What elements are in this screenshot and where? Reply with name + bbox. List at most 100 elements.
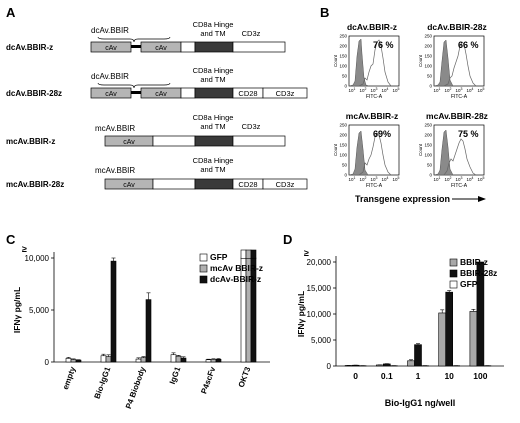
y-axis-label: IFNγ pg/mL	[296, 291, 306, 337]
y-tick-label: 0	[45, 358, 50, 367]
histogram-y-tick: 100	[339, 153, 347, 158]
bar-dcav-bbir-z	[215, 358, 222, 363]
histogram-x-tick: 101	[434, 87, 441, 93]
histogram-y-tick: 50	[427, 74, 433, 79]
bar-gfp	[205, 359, 212, 363]
mcav-bbir-label-4: mcAv.BBIR	[95, 166, 135, 175]
histogram-percent: 66 %	[458, 40, 479, 50]
linker-1	[131, 45, 141, 48]
histogram-y-tick: 50	[427, 163, 433, 168]
cd8a-block-3	[194, 135, 234, 147]
legend-swatch	[199, 253, 208, 262]
histogram-transgene-peak	[443, 41, 477, 87]
spacer-block-2	[180, 87, 196, 99]
cd8a-block-4	[194, 178, 234, 190]
bar-gfp	[65, 358, 72, 363]
histogram-title: dcAv.BBIR-28z	[427, 22, 487, 32]
histogram-x-tick: 102	[360, 87, 367, 93]
cd3z-label-1: CD3z	[242, 29, 261, 38]
legend-swatch	[199, 264, 208, 273]
y-top-marker: ≥	[22, 244, 27, 254]
bar-gfp	[135, 358, 142, 363]
histogram-title: mcAv.BBIR-28z	[426, 111, 488, 121]
construct-row-3: mcAv.BBIR-z mcAv.BBIR cAv CD8a Hinge and…	[6, 113, 286, 147]
panel-c: C 0 5,000 10,000≥ IFNγ pg/mL empty Bio-IgG1 P4…	[6, 232, 270, 410]
histogram-title: mcAv.BBIR-z	[346, 111, 398, 121]
histogram-control-peak	[433, 129, 454, 176]
construct-row-1: dcAv.BBIR-z dcAv.BBIR cAv cAv CD8a Hinge…	[6, 20, 286, 53]
bar-mcav-bbir-z	[175, 355, 182, 363]
histogram-y-tick: 250	[339, 123, 347, 128]
histogram-x-tick: 103	[456, 87, 463, 93]
construct-label-1: dcAv.BBIR-z	[6, 43, 53, 52]
dcav-bracket-2	[97, 82, 171, 89]
histogram-4: mcAv.BBIR-28z 75 % 0 50 100 150 200 250 Count 101…	[418, 111, 488, 189]
y-tick-label: 10,000	[25, 254, 50, 263]
histogram-title: dcAv.BBIR-z	[347, 22, 397, 32]
histogram-y-tick: 200	[339, 133, 347, 138]
histogram-y-tick: 50	[342, 74, 348, 79]
histogram-x-tick: 104	[382, 176, 389, 182]
bar-mcav-bbir-z	[70, 359, 77, 363]
histogram-transgene-peak	[358, 132, 392, 176]
histogram-y-tick: 200	[424, 44, 432, 49]
histogram-x-tick: 104	[467, 176, 474, 182]
mcav-bbir-label-3: mcAv.BBIR	[95, 124, 135, 133]
construct-row-2: dcAv.BBIR-28z dcAv.BBIR cAv cAv CD8a Hin…	[6, 66, 308, 99]
legend-swatch	[449, 269, 458, 278]
cd28-label-4: CD28	[238, 180, 257, 189]
histogram-y-tick: 100	[424, 153, 432, 158]
bar-dcav-bbir-z	[180, 357, 187, 363]
panel-a: A dcAv.BBIR-z dcAv.BBIR cAv cAv CD8a Hin…	[6, 5, 308, 190]
bar-dcav-bbir-z	[110, 260, 117, 363]
histogram-y-tick: 50	[342, 163, 348, 168]
histogram-transgene-peak	[443, 138, 477, 176]
bar-gfp	[100, 355, 107, 363]
bar-bbir-z	[469, 311, 478, 367]
construct-row-4: mcAv.BBIR-28z mcAv.BBIR cAv CD8a Hinge a…	[6, 156, 308, 190]
histogram-x-tick: 104	[467, 87, 474, 93]
cd3z-block-4	[262, 178, 308, 190]
histogram-x-tick: 103	[456, 176, 463, 182]
hinge-label-4b: and TM	[200, 165, 225, 174]
histogram-y-tick: 150	[424, 143, 432, 148]
histogram-x-label: FITC-A	[451, 183, 468, 189]
bar-bbir-z	[407, 360, 415, 367]
bar-bbir-28z	[382, 363, 391, 367]
histogram-percent: 76 %	[373, 40, 394, 50]
bar-bbir-28z	[414, 344, 422, 367]
histogram-y-tick: 250	[424, 123, 432, 128]
histogram-y-tick: 100	[339, 64, 347, 69]
y-axis-label: IFNγ pg/mL	[12, 287, 22, 333]
y-tick-label: 5,000	[29, 306, 50, 315]
histogram-y-tick: 200	[339, 44, 347, 49]
histogram-x-tick: 102	[445, 87, 452, 93]
histogram-transgene-peak	[358, 39, 392, 87]
legend-swatch	[449, 258, 458, 267]
x-tick-label: P4scFv	[199, 365, 217, 395]
histogram-y-label: Count	[418, 143, 423, 156]
x-axis-label: Bio-IgG1 ng/well	[385, 398, 456, 408]
legend-swatch	[199, 275, 208, 284]
histogram-x-tick: 105	[393, 87, 400, 93]
y-tick-label: 20,000	[307, 258, 332, 267]
legend-label: GFP	[210, 252, 228, 262]
histogram-y-tick: 250	[424, 34, 432, 39]
histogram-2: dcAv.BBIR-28z 66 % 0 50 100 150 200 250 Count 101…	[418, 22, 487, 100]
panel-b-letter: B	[320, 5, 329, 20]
hinge-label-3a: CD8a Hinge	[193, 113, 234, 122]
cd8a-block-1	[194, 41, 234, 53]
histogram-x-tick: 101	[349, 176, 356, 182]
spacer-block-1	[180, 41, 196, 53]
legend-swatch	[449, 280, 458, 289]
x-tick-label: 0.1	[381, 371, 393, 381]
histogram-y-tick: 200	[424, 133, 432, 138]
y-tick-label: 5,000	[311, 336, 332, 345]
dcav-bbir-label-1: dcAv.BBIR	[91, 26, 129, 35]
histogram-3: mcAv.BBIR-z 69% 0 50 100 150 200 250 Count 101 102…	[333, 111, 400, 189]
histogram-y-label: Count	[333, 54, 338, 67]
dcav-bracket-1	[97, 36, 171, 43]
